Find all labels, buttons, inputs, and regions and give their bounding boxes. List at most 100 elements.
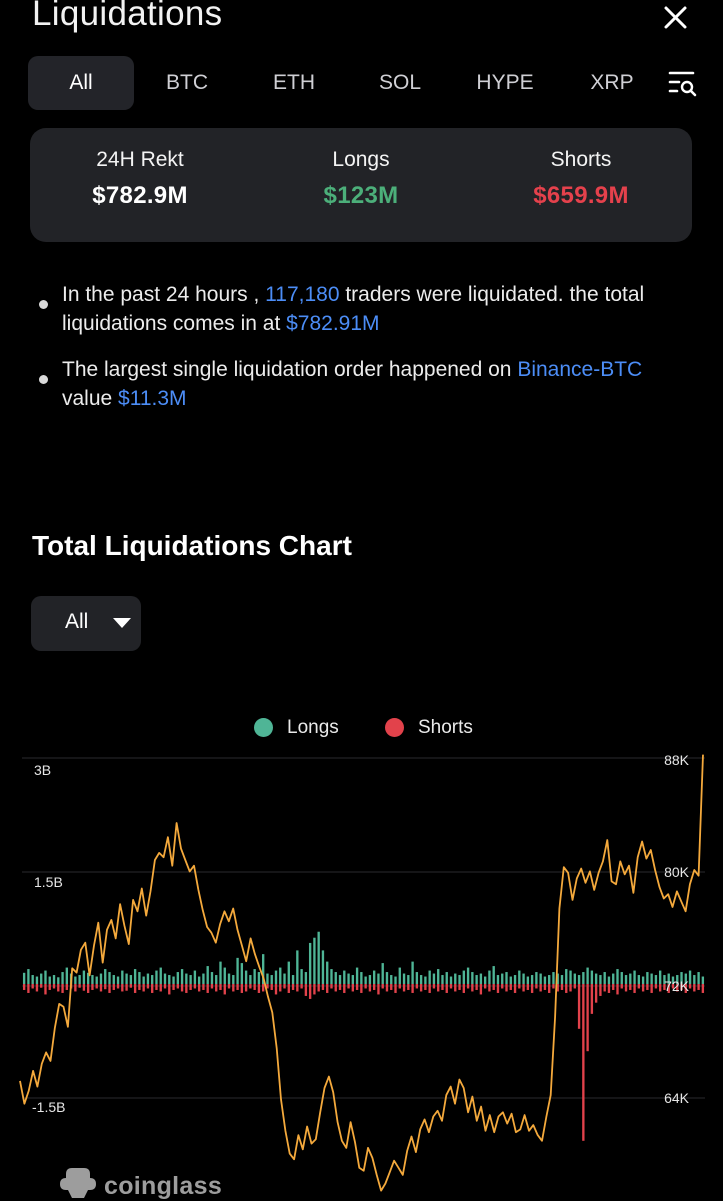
shorts-bar xyxy=(347,984,350,989)
longs-bar xyxy=(599,975,602,984)
tab-sol[interactable]: SOL xyxy=(378,71,422,94)
left-axis-tick: -1.5B xyxy=(32,1099,65,1115)
shorts-bar xyxy=(582,984,585,1141)
longs-bar xyxy=(594,973,598,984)
shorts-bar xyxy=(398,984,401,989)
shorts-bar xyxy=(82,984,86,991)
close-button[interactable] xyxy=(658,0,694,36)
longs-bar xyxy=(543,976,547,984)
shorts-bar xyxy=(351,984,354,992)
longs-bar xyxy=(496,975,500,984)
longs-bar xyxy=(488,970,491,984)
tab-xrp[interactable]: XRP xyxy=(590,71,634,94)
shorts-bar xyxy=(343,984,346,993)
shorts-bar xyxy=(112,984,115,990)
legend-longs-label: Longs xyxy=(287,717,339,738)
longs-bar xyxy=(437,969,440,984)
shorts-bar xyxy=(599,984,602,996)
shorts-bar xyxy=(590,984,594,1014)
longs-bar xyxy=(556,973,559,984)
longs-bar xyxy=(462,970,465,984)
shorts-bar xyxy=(586,984,589,1052)
shorts-bar xyxy=(48,984,51,990)
shorts-bar xyxy=(594,984,598,1003)
liquidations-chart[interactable]: 3B 1.5B -1.5B 88K 80K 72K 64K xyxy=(0,740,723,1200)
chart-filter-select[interactable]: All xyxy=(31,596,141,651)
longs-bar xyxy=(172,976,175,984)
left-axis-tick: 3B xyxy=(34,762,51,778)
longs-bar xyxy=(317,931,320,984)
longs-bar xyxy=(385,972,389,984)
right-axis-tick: 64K xyxy=(664,1090,690,1106)
shorts-bar xyxy=(22,984,26,990)
longs-bar xyxy=(351,975,354,984)
shorts-bar xyxy=(279,984,282,992)
longs-bar xyxy=(304,972,308,984)
longs-bar xyxy=(458,975,461,984)
shorts-bar xyxy=(133,984,137,993)
longs-bar xyxy=(667,973,670,984)
longs-bar xyxy=(104,969,107,984)
longs-bar xyxy=(159,967,162,984)
longs-bar xyxy=(637,975,641,984)
longs-bar xyxy=(449,976,453,984)
longs-bar xyxy=(471,972,474,984)
longs-bar xyxy=(582,972,585,984)
tab-all[interactable]: All xyxy=(28,56,134,110)
longs-bar xyxy=(244,970,248,984)
shorts-bar xyxy=(99,984,103,992)
shorts-bar xyxy=(526,984,530,990)
longs-bar xyxy=(270,975,273,984)
shorts-bar xyxy=(556,984,559,992)
shorts-bar xyxy=(496,984,500,993)
shorts-bar xyxy=(701,984,705,993)
longs-bar xyxy=(91,975,94,984)
shorts-bar xyxy=(52,984,56,989)
longs-bar xyxy=(428,970,431,984)
longs-bar xyxy=(291,975,295,984)
longs-bar xyxy=(603,972,606,984)
shorts-bar xyxy=(573,984,576,989)
tab-btc[interactable]: BTC xyxy=(166,71,208,94)
shorts-bar xyxy=(377,984,380,995)
longs-bar xyxy=(163,973,167,984)
legend-shorts-label: Shorts xyxy=(418,717,473,738)
shorts-bar xyxy=(637,984,641,989)
shorts-bar xyxy=(373,984,376,990)
longs-bar xyxy=(505,972,508,984)
shorts-bar xyxy=(189,984,192,990)
longs-bar xyxy=(210,972,214,984)
shorts-bar xyxy=(86,984,90,993)
shorts-bar xyxy=(479,984,483,995)
longs-bar xyxy=(206,966,209,984)
longs-bar xyxy=(419,975,423,984)
info-text-1a: In the past 24 hours , xyxy=(62,283,266,306)
shorts-bar xyxy=(40,984,43,988)
tab-eth[interactable]: ETH xyxy=(273,71,315,94)
shorts-bar xyxy=(57,984,60,992)
shorts-bar xyxy=(326,984,329,993)
longs-bar xyxy=(308,942,312,984)
exchange-link[interactable]: Binance-BTC xyxy=(517,358,643,381)
page-title: Liquidations xyxy=(32,0,223,33)
longs-bar xyxy=(616,969,619,984)
shorts-bar xyxy=(543,984,547,990)
longs-bar xyxy=(99,973,103,984)
shorts-bar xyxy=(552,984,555,989)
longs-bar xyxy=(479,973,483,984)
shorts-bar xyxy=(202,984,205,990)
tab-hype[interactable]: HYPE xyxy=(476,71,534,94)
longs-bar xyxy=(394,976,397,984)
longs-label: Longs xyxy=(332,148,390,171)
longs-bar xyxy=(548,975,551,984)
longs-bar xyxy=(483,976,487,984)
longs-bar xyxy=(40,973,43,984)
shorts-bar xyxy=(680,984,683,990)
shorts-bar xyxy=(530,984,534,993)
longs-bar xyxy=(586,967,589,984)
longs-bar xyxy=(398,967,401,984)
longs-bar xyxy=(633,970,636,984)
filter-search-icon[interactable] xyxy=(668,70,698,98)
shorts-bar xyxy=(44,984,47,995)
longs-bar xyxy=(377,973,380,984)
